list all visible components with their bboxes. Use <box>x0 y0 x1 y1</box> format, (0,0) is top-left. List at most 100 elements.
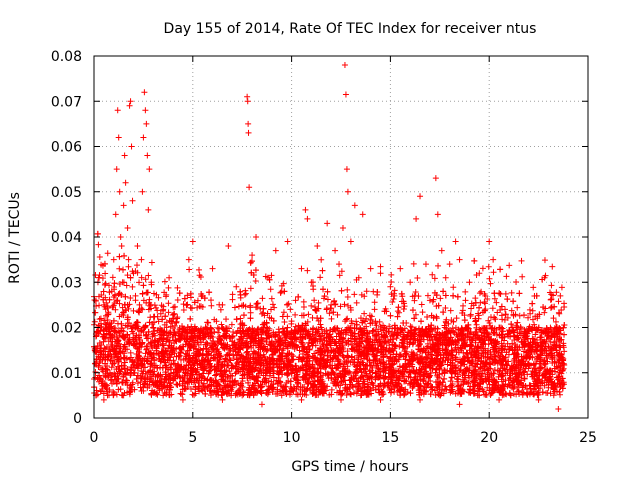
cloud-point <box>280 309 287 316</box>
cloud-point <box>145 272 152 279</box>
cloud-point <box>180 307 187 314</box>
cloud-point <box>148 259 155 266</box>
cloud-point <box>108 364 115 371</box>
cloud-point <box>228 365 235 372</box>
cloud-point <box>189 391 196 398</box>
cloud-point <box>308 302 315 309</box>
cloud-point <box>341 301 348 308</box>
cloud-point <box>242 287 249 294</box>
cloud-point <box>328 315 335 322</box>
cloud-point <box>468 300 475 307</box>
cloud-point <box>254 304 261 311</box>
cloud-point <box>389 298 396 305</box>
cloud-point <box>506 262 513 269</box>
cloud-point <box>338 268 345 275</box>
cloud-point <box>553 289 560 296</box>
cloud-point <box>134 380 141 387</box>
cloud-point <box>394 308 401 315</box>
cloud-point <box>230 355 237 362</box>
cloud-point <box>414 275 421 282</box>
cloud-point <box>252 277 259 284</box>
cloud-point <box>502 311 509 318</box>
cloud-point <box>485 341 492 348</box>
cloud-point <box>479 265 486 272</box>
cloud-point <box>174 284 181 291</box>
cloud-point <box>165 309 172 316</box>
cloud-point <box>429 271 436 278</box>
cloud-point <box>230 379 237 386</box>
cloud-point <box>542 360 549 367</box>
cloud-point <box>235 387 242 394</box>
cloud-point <box>300 304 307 311</box>
cloud-point <box>484 295 491 302</box>
cloud-point <box>151 302 158 309</box>
cloud-point <box>144 289 151 296</box>
cloud-point <box>519 273 526 280</box>
cloud-point <box>485 317 492 324</box>
cloud-point <box>315 299 322 306</box>
cloud-point <box>133 262 140 269</box>
cloud-point <box>555 298 562 305</box>
cloud-point <box>503 273 510 280</box>
cloud-point <box>493 299 500 306</box>
cloud-point <box>376 318 383 325</box>
cloud-point <box>490 269 497 276</box>
cloud-point <box>344 293 351 300</box>
cloud-point <box>514 304 521 311</box>
cloud-point <box>525 314 532 321</box>
cloud-point <box>228 321 235 328</box>
cloud-point <box>476 290 483 297</box>
cloud-point <box>332 339 339 346</box>
cloud-point <box>472 339 479 346</box>
cloud-point <box>292 323 299 330</box>
cloud-point <box>336 272 343 279</box>
cloud-point <box>247 285 254 292</box>
cloud-point <box>119 304 126 311</box>
cloud-point <box>195 266 202 273</box>
cloud-point <box>200 380 207 387</box>
cloud-point <box>217 306 224 313</box>
cloud-point <box>558 377 565 384</box>
cloud-point <box>232 370 239 377</box>
cloud-point <box>158 302 165 309</box>
cloud-point <box>165 284 172 291</box>
cloud-point <box>499 316 506 323</box>
cloud-point <box>161 278 168 285</box>
cloud-point <box>489 305 496 312</box>
cloud-point <box>374 341 381 348</box>
cloud-point <box>223 316 230 323</box>
cloud-point <box>125 305 132 312</box>
cloud-point <box>344 348 351 355</box>
cloud-point <box>511 337 518 344</box>
cloud-point <box>544 389 551 396</box>
cloud-point <box>110 360 117 367</box>
cloud-point <box>246 351 253 358</box>
cloud-point <box>137 379 144 386</box>
cloud-point <box>391 388 398 395</box>
cloud-point <box>317 274 324 281</box>
cloud-point <box>94 230 101 237</box>
cloud-point <box>481 299 488 306</box>
cloud-point <box>472 295 479 302</box>
cloud-point <box>282 353 289 360</box>
cloud-point <box>247 309 254 316</box>
cloud-point <box>92 369 99 376</box>
cloud-point <box>136 279 143 286</box>
cloud-point <box>396 351 403 358</box>
cloud-point <box>487 280 494 287</box>
cloud-point <box>550 392 557 399</box>
cloud-point <box>324 296 331 303</box>
cloud-point <box>442 383 449 390</box>
cloud-point <box>171 350 178 357</box>
cloud-point <box>208 302 215 309</box>
cloud-point <box>229 291 236 298</box>
cloud-point <box>142 276 149 283</box>
cloud-point <box>435 262 442 269</box>
cloud-point <box>371 299 378 306</box>
cloud-point <box>96 274 103 281</box>
cloud-point <box>116 300 123 307</box>
cloud-point <box>127 294 134 301</box>
cloud-point <box>453 315 460 322</box>
cloud-point <box>259 295 266 302</box>
